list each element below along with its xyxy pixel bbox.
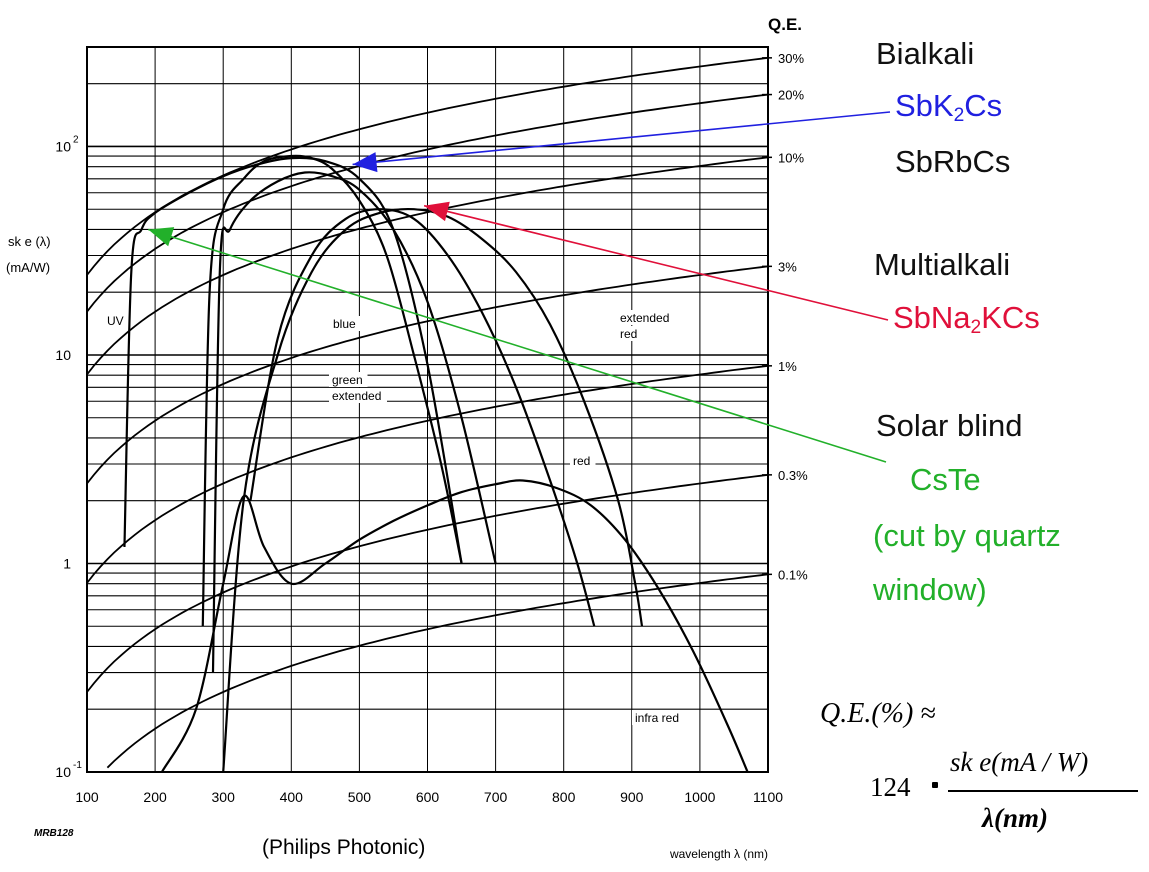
curve-label-bg bbox=[330, 316, 362, 331]
curve-green-extended bbox=[211, 171, 497, 673]
plot-frame bbox=[86, 46, 769, 773]
qe-line bbox=[86, 93, 769, 313]
qe-label: 10% bbox=[778, 150, 804, 165]
curve-label-bg bbox=[104, 313, 123, 328]
qe-label: 3% bbox=[778, 259, 797, 274]
x-tick-label: 800 bbox=[552, 789, 576, 805]
arrow-line bbox=[423, 204, 889, 321]
x-tick-label: 700 bbox=[484, 789, 508, 805]
arrow-head bbox=[424, 201, 450, 222]
x-axis-label: wavelength λ (nm) bbox=[669, 847, 768, 861]
curve-blue bbox=[201, 154, 463, 627]
pointer-arrows bbox=[148, 111, 891, 463]
curve-label: red bbox=[573, 454, 590, 468]
x-tick-label: 100 bbox=[75, 789, 99, 805]
formula-fraction-line bbox=[948, 790, 1138, 792]
figure-code: MRB128 bbox=[34, 828, 74, 839]
curve-label: red bbox=[620, 327, 637, 341]
qe-label: 30% bbox=[778, 51, 804, 66]
sensitivity-curves bbox=[123, 154, 749, 773]
x-tick-label: 200 bbox=[143, 789, 167, 805]
curve-red bbox=[249, 208, 596, 627]
label-cut-line1: (cut by quartz bbox=[873, 518, 1061, 553]
curve-label-bg bbox=[632, 710, 697, 725]
curve-label: green bbox=[332, 373, 363, 387]
qe-line bbox=[86, 474, 769, 693]
arrow-head bbox=[148, 227, 175, 247]
label-sbk2cs: SbK2Cs bbox=[895, 88, 1003, 126]
curve-label-bg bbox=[617, 310, 675, 325]
arrow-line bbox=[352, 111, 891, 166]
y-tick-label: 10 bbox=[55, 347, 71, 363]
curve-label: blue bbox=[333, 317, 356, 331]
qe-label: 20% bbox=[778, 88, 804, 103]
arrow-head bbox=[352, 152, 378, 173]
right-axis-title: Q.E. bbox=[768, 15, 802, 34]
y-axis-label-line2: (mA/W) bbox=[6, 260, 50, 275]
qe-label: 0.3% bbox=[778, 468, 808, 483]
curve-label-bg bbox=[570, 453, 596, 468]
curve-label: extended bbox=[332, 389, 381, 403]
formula-bullet bbox=[932, 782, 938, 788]
y-tick-exponent: -1 bbox=[73, 760, 82, 771]
y-tick-label: 10 bbox=[55, 764, 71, 780]
y-axis-label-line1: sk e (λ) bbox=[8, 234, 51, 249]
qe-line bbox=[86, 265, 769, 485]
curve-uv bbox=[123, 156, 463, 564]
formula-factor: 124 bbox=[870, 772, 911, 802]
x-tick-label: 900 bbox=[620, 789, 644, 805]
formula-denominator: λ(nm) bbox=[982, 803, 1048, 833]
y-tick-exponent: 2 bbox=[73, 134, 79, 145]
arrow-line bbox=[148, 228, 887, 463]
qe-line bbox=[86, 364, 769, 584]
curve-label: UV bbox=[107, 314, 124, 328]
source-caption: (Philips Photonic) bbox=[262, 836, 426, 859]
x-tick-label: 400 bbox=[280, 789, 304, 805]
x-tick-label: 1000 bbox=[684, 789, 715, 805]
curve-label-bg bbox=[329, 372, 368, 387]
formula-numerator: sk e(mA / W) bbox=[950, 747, 1089, 777]
chart-grid bbox=[86, 46, 769, 773]
label-bialkali: Bialkali bbox=[876, 36, 975, 71]
label-multialkali: Multialkali bbox=[874, 247, 1011, 282]
qe-line bbox=[86, 156, 769, 376]
label-cste: CsTe bbox=[910, 462, 981, 497]
label-sbna2kcs: SbNa2KCs bbox=[893, 300, 1040, 338]
x-tick-label: 1100 bbox=[753, 789, 783, 805]
curve-infra-red bbox=[160, 479, 749, 773]
curve-label-bg bbox=[329, 388, 387, 403]
formula-lhs: Q.E.(%) ≈ bbox=[820, 698, 936, 729]
y-tick-label: 10 bbox=[55, 138, 71, 154]
curve-label-bg bbox=[617, 326, 643, 341]
qe-label: 0.1% bbox=[778, 567, 808, 582]
label-sbrbcs: SbRbCs bbox=[895, 144, 1011, 179]
x-tick-label: 500 bbox=[348, 789, 372, 805]
x-tick-label: 600 bbox=[416, 789, 440, 805]
curve-label: infra red bbox=[635, 711, 679, 725]
label-solar-blind: Solar blind bbox=[876, 408, 1023, 443]
label-cut-line2: window) bbox=[873, 572, 987, 607]
curve-label: extended bbox=[620, 311, 669, 325]
qe-label: 1% bbox=[778, 359, 797, 374]
y-tick-label: 1 bbox=[63, 555, 71, 571]
x-tick-label: 300 bbox=[212, 789, 236, 805]
